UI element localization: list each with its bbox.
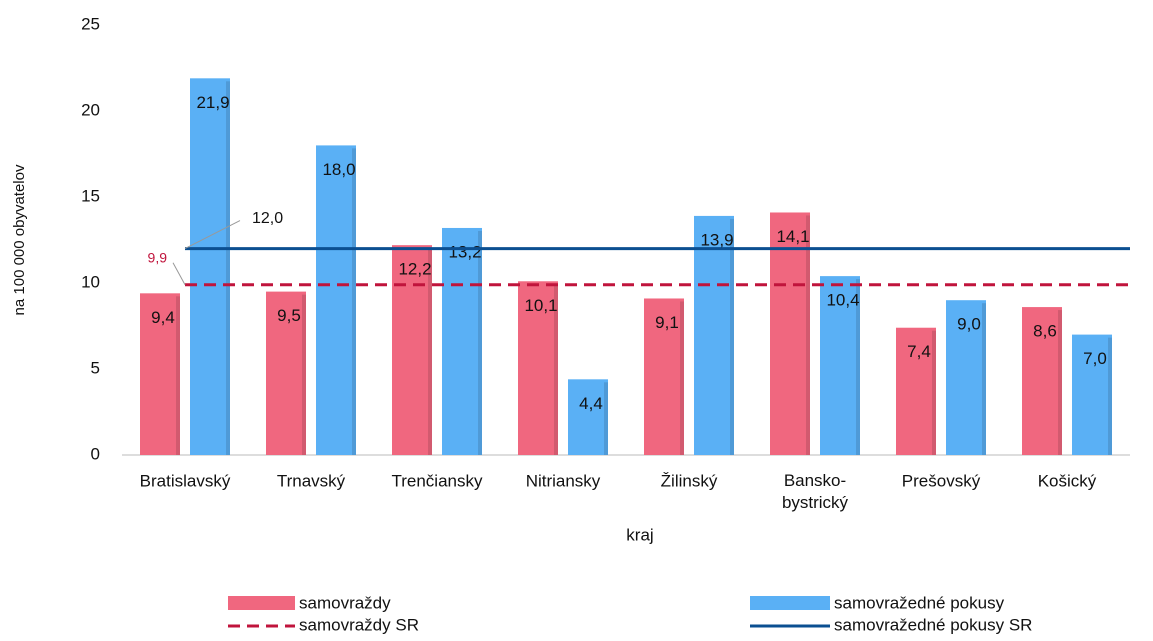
data-label: 10,1 <box>524 296 557 315</box>
bar-shade <box>176 296 180 455</box>
bar <box>896 327 936 455</box>
data-label: 21,9 <box>196 93 229 112</box>
bar <box>316 145 356 455</box>
bar-shade <box>478 230 482 455</box>
data-label: 10,4 <box>826 291 859 310</box>
bar <box>770 212 810 455</box>
bar-shade <box>604 382 608 455</box>
legend-label: samovraždy <box>299 593 391 612</box>
x-tick-label: Košický <box>1038 471 1097 490</box>
data-label: 7,4 <box>907 342 931 361</box>
data-label: 18,0 <box>322 160 355 179</box>
bar <box>442 227 482 455</box>
y-tick-label: 20 <box>81 100 100 119</box>
x-tick-label: Nitriansky <box>526 471 601 490</box>
data-label: 14,1 <box>776 227 809 246</box>
bar-shade <box>352 148 356 455</box>
bar <box>946 300 986 455</box>
x-tick-label: Trenčiansky <box>391 471 483 490</box>
bar <box>820 276 860 455</box>
legend-swatch <box>228 596 295 610</box>
bar <box>140 293 180 455</box>
data-label: 7,0 <box>1083 349 1107 368</box>
bar-shade <box>428 248 432 455</box>
y-tick-label: 10 <box>81 272 100 291</box>
data-label: 13,9 <box>700 230 733 249</box>
x-tick-label: Bratislavský <box>140 471 231 490</box>
bar <box>1022 307 1062 455</box>
bar-shade <box>730 218 734 455</box>
bar-shade <box>1058 310 1062 455</box>
bar <box>694 215 734 455</box>
legend-label: samovraždy SR <box>299 615 419 634</box>
reference-label: 12,0 <box>252 210 283 227</box>
bar-shade <box>932 330 936 455</box>
bar-shade <box>982 303 986 455</box>
y-tick-label: 15 <box>81 186 100 205</box>
data-label: 9,5 <box>277 306 301 325</box>
data-label: 8,6 <box>1033 322 1057 341</box>
leader-line <box>184 220 241 250</box>
data-label: 13,2 <box>448 242 481 261</box>
bar-shade <box>226 81 230 455</box>
data-label: 9,1 <box>655 313 679 332</box>
data-label: 9,0 <box>957 315 981 334</box>
leader-line <box>172 262 186 285</box>
bar-shade <box>680 301 684 455</box>
bar <box>1072 334 1112 455</box>
bar <box>266 291 306 455</box>
bar-shade <box>554 284 558 455</box>
bar <box>518 281 558 455</box>
bar-shade <box>806 215 810 455</box>
y-tick-label: 5 <box>91 358 100 377</box>
bar-shade <box>302 294 306 455</box>
x-tick-label: Bansko-bystrický <box>782 471 849 512</box>
data-label: 4,4 <box>579 394 603 413</box>
data-label: 12,2 <box>398 260 431 279</box>
data-label: 9,4 <box>151 308 175 327</box>
y-tick-label: 0 <box>91 444 100 463</box>
bar <box>568 379 608 455</box>
legend-label: samovražedné pokusy <box>834 593 1005 612</box>
reference-label: 9,9 <box>148 249 168 265</box>
bar <box>644 298 684 455</box>
x-tick-label: Trnavský <box>277 471 346 490</box>
legend-swatch <box>750 596 830 610</box>
x-axis-label: kraj <box>626 525 653 544</box>
y-tick-label: 25 <box>81 14 100 33</box>
x-tick-label: Prešovský <box>902 471 981 490</box>
y-axis-label: na 100 000 obyvatelov <box>11 164 28 315</box>
bar-shade <box>856 279 860 455</box>
bar <box>190 78 230 455</box>
x-tick-label: Žilinský <box>661 471 718 490</box>
legend-label: samovražedné pokusy SR <box>834 615 1032 634</box>
bar <box>392 245 432 455</box>
bar-shade <box>1108 337 1112 455</box>
